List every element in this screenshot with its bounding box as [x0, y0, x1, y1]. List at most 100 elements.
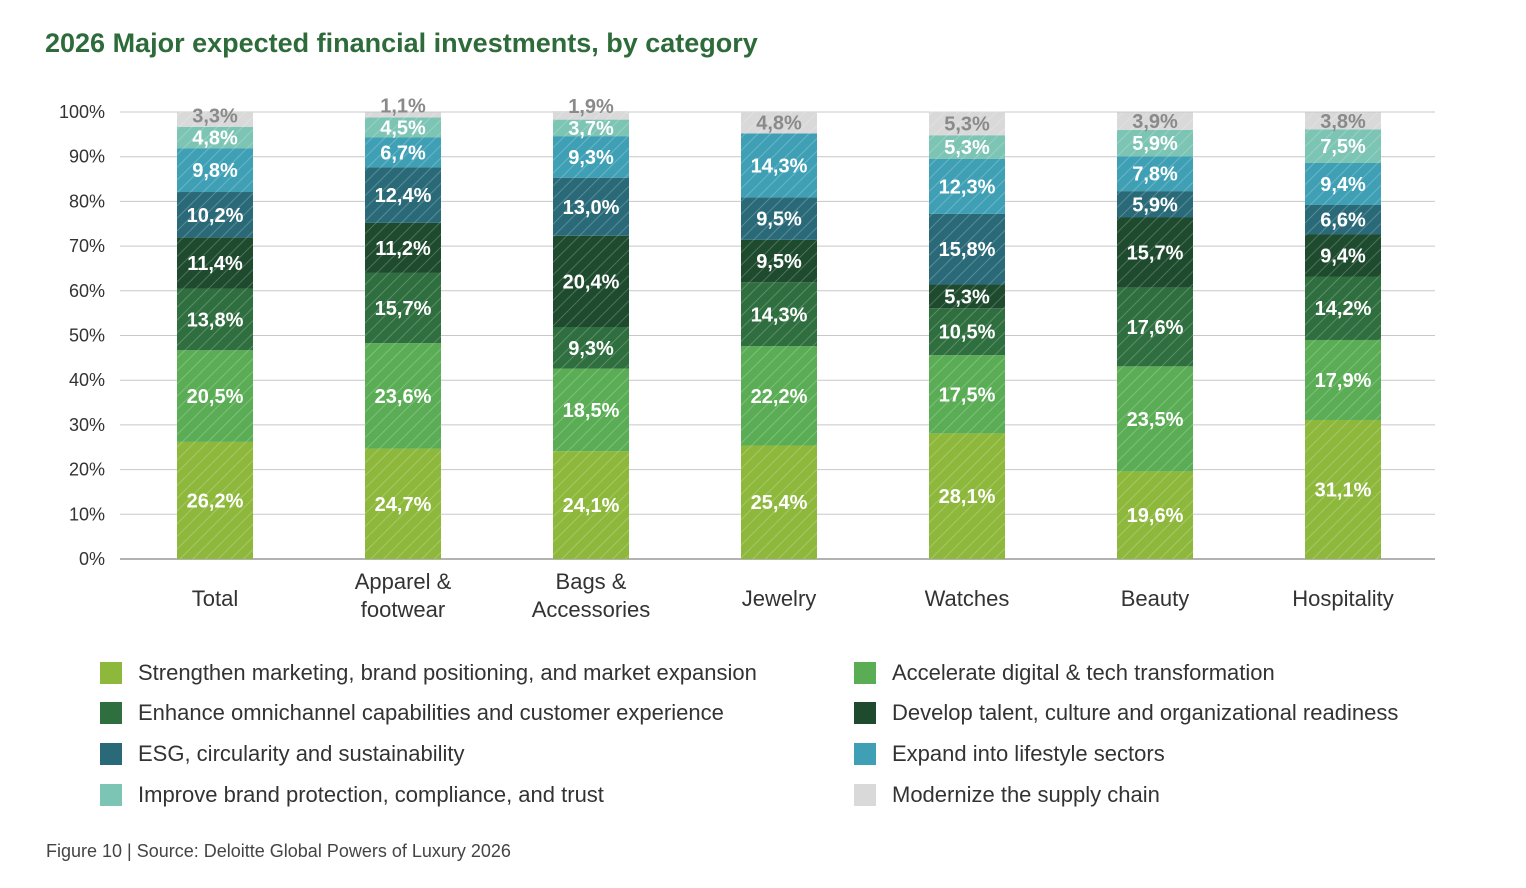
legend-item: Expand into lifestyle sectors [854, 741, 1165, 767]
bar-hatch [929, 308, 1005, 356]
bar-hatch [553, 327, 629, 369]
bar-hatch [929, 135, 1005, 159]
bar-hatch [365, 272, 441, 344]
data-label: 4,8% [756, 113, 802, 135]
bar-hatch [741, 346, 817, 446]
stacked-bar-chart: 0% 10% 20% 30% 40% 50% 60% 70% 80% 90% 100% 26,2% 20… [59, 95, 1435, 622]
data-label: 26,2% [187, 490, 244, 512]
x-tick-label: Hospitality [1292, 586, 1393, 611]
bar-hatch [741, 282, 817, 347]
data-label: 11,2% [375, 238, 431, 260]
legend-label: Develop talent, culture and organization… [892, 700, 1399, 725]
legend-item: Accelerate digital & tech transformation [854, 660, 1275, 686]
bar-hatch [1305, 204, 1381, 235]
bar-hatch [741, 197, 817, 240]
legend-label: Expand into lifestyle sectors [892, 741, 1165, 766]
data-label: 12,3% [939, 176, 996, 198]
bar-hatch [553, 235, 629, 328]
data-label: 7,8% [1132, 164, 1178, 186]
y-tick-label: 90% [69, 147, 105, 167]
data-label: 24,7% [375, 494, 432, 516]
data-label: 3,8% [1320, 111, 1366, 133]
bar-hatch [553, 368, 629, 452]
bar-hatch [553, 451, 629, 559]
legend-item: Strengthen marketing, brand positioning,… [100, 660, 757, 686]
bar-hatch [741, 133, 817, 198]
data-label: 9,8% [192, 160, 238, 182]
bar-hatch [177, 126, 253, 149]
bar-hatch [365, 448, 441, 559]
bar-hatch [929, 111, 1005, 136]
bar-hatch [365, 112, 441, 118]
legend-swatch [854, 662, 876, 684]
y-tick-label: 100% [59, 102, 105, 122]
bar-hatch [553, 177, 629, 236]
data-label: 14,2% [1315, 298, 1372, 320]
legend-item: Improve brand protection, compliance, an… [100, 782, 604, 808]
bar-hatch [741, 445, 817, 559]
bar-hatch [1117, 287, 1193, 367]
bar-hatch [177, 350, 253, 442]
legend-item: Enhance omnichannel capabilities and cus… [100, 700, 724, 726]
data-label: 5,9% [1132, 194, 1178, 216]
data-label: 6,7% [380, 142, 426, 164]
data-label: 15,7% [1127, 243, 1184, 265]
y-tick-label: 10% [69, 504, 105, 524]
bar-hatch [929, 213, 1005, 285]
bar-hatch [365, 137, 441, 168]
bar-hatch [177, 441, 253, 559]
bar-hatch [553, 136, 629, 178]
bar-hatch [1117, 191, 1193, 218]
legend-swatch [854, 784, 876, 806]
legend-label: ESG, circularity and sustainability [138, 741, 465, 766]
data-label: 7,5% [1320, 136, 1366, 158]
data-label: 17,9% [1315, 370, 1372, 392]
data-label: 3,7% [568, 118, 614, 140]
data-label: 19,6% [1127, 505, 1184, 527]
bar-hatch [1305, 112, 1381, 130]
data-label: 3,3% [192, 105, 238, 127]
data-label: 18,5% [563, 400, 620, 422]
data-label: 10,5% [939, 322, 996, 344]
y-tick-label: 0% [79, 549, 105, 569]
data-label: 15,8% [939, 239, 996, 261]
data-label: 1,9% [568, 96, 614, 118]
legend-item: Modernize the supply chain [854, 782, 1160, 808]
bar-hatch [1305, 339, 1381, 420]
legend-swatch [854, 743, 876, 765]
data-label: 9,5% [756, 209, 802, 231]
data-label: 9,5% [756, 251, 802, 273]
bar-hatch [177, 288, 253, 351]
chart-title: 2026 Major expected financial investment… [45, 28, 758, 58]
data-label: 31,1% [1315, 479, 1372, 501]
data-label: 20,4% [563, 271, 620, 293]
data-label: 5,3% [944, 137, 990, 159]
legend-swatch [854, 702, 876, 724]
data-label: 11,4% [187, 253, 243, 275]
data-label: 5,3% [944, 113, 990, 135]
bar-hatch [1117, 156, 1193, 192]
data-label: 4,8% [192, 127, 238, 149]
y-tick-label: 80% [69, 191, 105, 211]
data-label: 5,9% [1132, 133, 1178, 155]
data-label: 25,4% [751, 492, 808, 514]
legend-label: Improve brand protection, compliance, an… [138, 782, 604, 807]
bar-hatch [1117, 366, 1193, 472]
data-label: 9,4% [1320, 245, 1366, 267]
legend-item: ESG, circularity and sustainability [100, 741, 464, 767]
bar-hatch [365, 167, 441, 223]
x-tick-label: Bags & [556, 569, 627, 594]
bar-hatch [929, 158, 1005, 214]
bar-hatch [553, 119, 629, 137]
x-tick-label: Watches [925, 586, 1010, 611]
legend-label: Accelerate digital & tech transformation [892, 660, 1275, 685]
data-label: 17,6% [1127, 317, 1184, 339]
x-tick-label: Beauty [1121, 586, 1190, 611]
bar-hatch [177, 112, 253, 127]
y-tick-label: 60% [69, 281, 105, 301]
data-label: 12,4% [375, 185, 432, 207]
bar-hatch [365, 117, 441, 138]
data-label: 6,6% [1320, 210, 1366, 232]
legend-swatch [100, 743, 122, 765]
y-tick-label: 30% [69, 415, 105, 435]
